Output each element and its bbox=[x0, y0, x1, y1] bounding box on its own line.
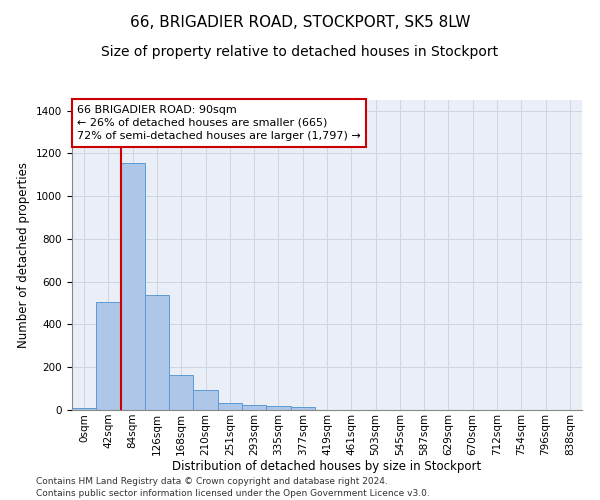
Bar bbox=[145, 295, 169, 410]
Bar bbox=[266, 406, 290, 410]
Text: Contains HM Land Registry data © Crown copyright and database right 2024.
Contai: Contains HM Land Registry data © Crown c… bbox=[36, 476, 430, 498]
X-axis label: Distribution of detached houses by size in Stockport: Distribution of detached houses by size … bbox=[172, 460, 482, 473]
Bar bbox=[218, 402, 242, 410]
Text: 66, BRIGADIER ROAD, STOCKPORT, SK5 8LW: 66, BRIGADIER ROAD, STOCKPORT, SK5 8LW bbox=[130, 15, 470, 30]
Bar bbox=[121, 163, 145, 410]
Bar bbox=[290, 408, 315, 410]
Text: Size of property relative to detached houses in Stockport: Size of property relative to detached ho… bbox=[101, 45, 499, 59]
Bar bbox=[242, 406, 266, 410]
Text: 66 BRIGADIER ROAD: 90sqm
← 26% of detached houses are smaller (665)
72% of semi-: 66 BRIGADIER ROAD: 90sqm ← 26% of detach… bbox=[77, 104, 361, 141]
Bar bbox=[72, 408, 96, 410]
Bar bbox=[96, 302, 121, 410]
Bar bbox=[169, 376, 193, 410]
Bar bbox=[193, 390, 218, 410]
Y-axis label: Number of detached properties: Number of detached properties bbox=[17, 162, 31, 348]
